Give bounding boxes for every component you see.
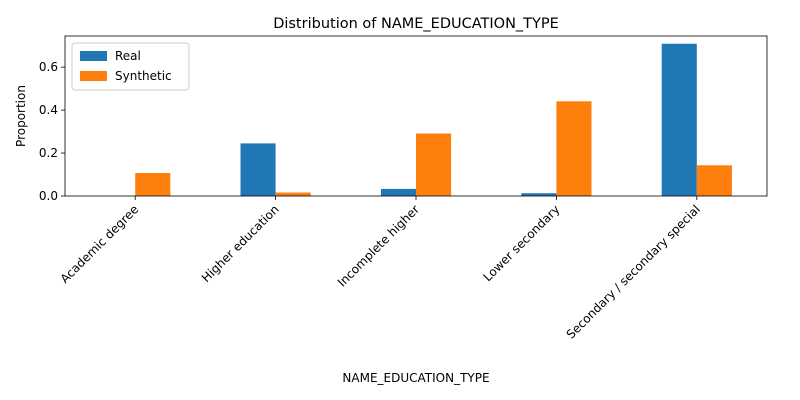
x-tick-label: Incomplete higher (335, 202, 422, 289)
bar-real-4 (661, 43, 697, 197)
bars-group (135, 43, 732, 197)
legend-label-synthetic: Synthetic (115, 69, 172, 83)
legend-swatch-synthetic (80, 71, 107, 81)
bar-real-1 (240, 143, 276, 196)
x-axis-label: NAME_EDUCATION_TYPE (342, 371, 489, 385)
legend: Real Synthetic (71, 42, 190, 91)
y-tick-label: 0.2 (39, 146, 58, 160)
legend-swatch-real (80, 51, 107, 61)
x-tick-label: Academic degree (58, 202, 142, 286)
x-axis-ticks: Academic degree Higher education Incomplet… (58, 196, 703, 342)
legend-label-real: Real (115, 49, 141, 63)
bar-real-2 (380, 188, 416, 196)
y-axis-ticks: 0.0 0.2 0.4 0.6 (39, 60, 65, 203)
y-axis-label: Proportion (14, 85, 28, 147)
bar-synthetic-1 (275, 192, 311, 196)
bar-synthetic-3 (556, 101, 592, 196)
bar-synthetic-2 (416, 133, 452, 196)
x-tick-label: Lower secondary (481, 202, 563, 284)
y-tick-label: 0.6 (39, 60, 58, 74)
chart-title: Distribution of NAME_EDUCATION_TYPE (273, 16, 559, 32)
bar-synthetic-0 (135, 173, 171, 196)
bar-real-3 (521, 193, 557, 196)
x-tick-label: Higher education (199, 202, 282, 285)
x-tick-label: Secondary / secondary special (564, 202, 703, 341)
plot-frame (64, 35, 768, 197)
y-tick-label: 0.4 (39, 103, 58, 117)
y-tick-label: 0.0 (39, 189, 58, 203)
bar-synthetic-4 (696, 165, 732, 196)
